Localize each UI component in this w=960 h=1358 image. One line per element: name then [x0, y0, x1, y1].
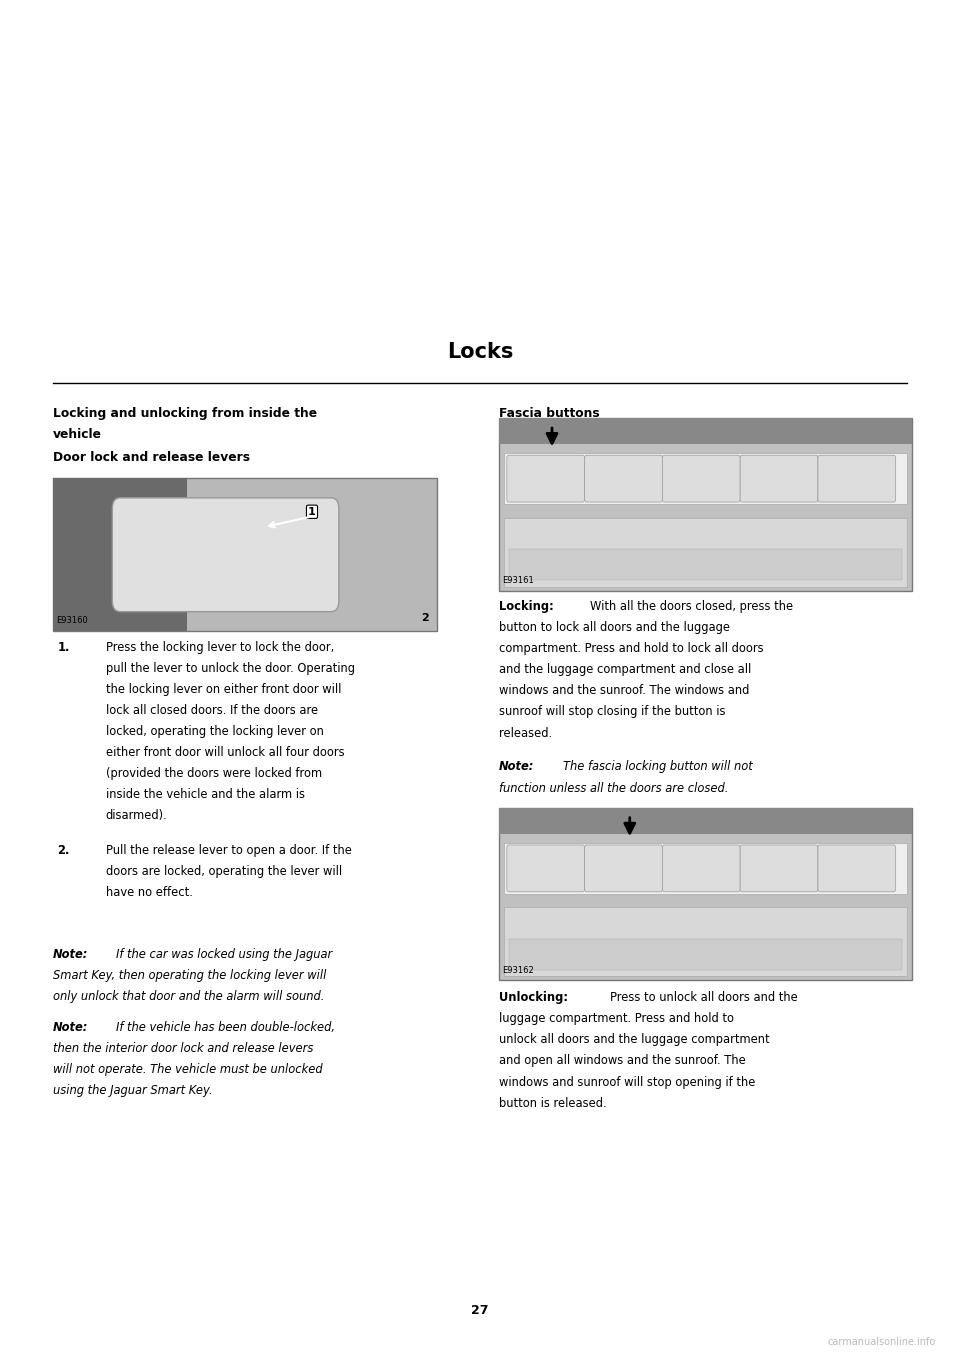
Text: the locking lever on either front door will: the locking lever on either front door w…	[106, 683, 341, 697]
Text: released.: released.	[499, 727, 552, 740]
FancyBboxPatch shape	[509, 938, 902, 970]
Text: vehicle: vehicle	[53, 429, 102, 441]
Text: (provided the doors were locked from: (provided the doors were locked from	[106, 767, 322, 781]
Text: Locks: Locks	[446, 342, 514, 363]
Text: Smart Key, then operating the locking lever will: Smart Key, then operating the locking le…	[53, 970, 326, 982]
Text: and the luggage compartment and close all: and the luggage compartment and close al…	[499, 663, 752, 676]
Text: E93162: E93162	[502, 966, 534, 975]
Text: doors are locked, operating the lever will: doors are locked, operating the lever wi…	[106, 865, 342, 879]
Text: luggage compartment. Press and hold to: luggage compartment. Press and hold to	[499, 1013, 734, 1025]
Text: compartment. Press and hold to lock all doors: compartment. Press and hold to lock all …	[499, 642, 764, 656]
Text: unlock all doors and the luggage compartment: unlock all doors and the luggage compart…	[499, 1033, 770, 1047]
FancyBboxPatch shape	[509, 549, 902, 580]
FancyBboxPatch shape	[499, 808, 912, 980]
FancyBboxPatch shape	[740, 455, 818, 502]
Text: 1: 1	[308, 507, 316, 517]
Text: sunroof will stop closing if the button is: sunroof will stop closing if the button …	[499, 706, 726, 718]
FancyBboxPatch shape	[504, 517, 907, 587]
Text: E93160: E93160	[56, 615, 87, 625]
Text: Fascia buttons: Fascia buttons	[499, 407, 600, 421]
Text: disarmed).: disarmed).	[106, 809, 167, 823]
FancyBboxPatch shape	[53, 478, 437, 631]
Text: E93161: E93161	[502, 576, 534, 585]
FancyBboxPatch shape	[818, 845, 896, 892]
Text: Door lock and release levers: Door lock and release levers	[53, 451, 250, 464]
FancyBboxPatch shape	[662, 845, 740, 892]
Text: have no effect.: have no effect.	[106, 885, 192, 899]
Text: If the vehicle has been double-locked,: If the vehicle has been double-locked,	[116, 1021, 335, 1035]
FancyBboxPatch shape	[740, 845, 818, 892]
Text: then the interior door lock and release levers: then the interior door lock and release …	[53, 1043, 313, 1055]
Text: 2: 2	[421, 614, 429, 623]
Text: using the Jaguar Smart Key.: using the Jaguar Smart Key.	[53, 1084, 212, 1097]
Text: 2.: 2.	[58, 843, 70, 857]
Text: Unlocking:: Unlocking:	[499, 991, 568, 1005]
FancyBboxPatch shape	[662, 455, 740, 502]
Text: Note:: Note:	[53, 948, 88, 961]
FancyBboxPatch shape	[499, 418, 912, 591]
Text: If the car was locked using the Jaguar: If the car was locked using the Jaguar	[116, 948, 332, 961]
FancyBboxPatch shape	[818, 455, 896, 502]
Text: Locking:: Locking:	[499, 600, 554, 614]
Text: Note:: Note:	[53, 1021, 88, 1035]
FancyBboxPatch shape	[507, 455, 585, 502]
Text: function unless all the doors are closed.: function unless all the doors are closed…	[499, 782, 729, 794]
Text: pull the lever to unlock the door. Operating: pull the lever to unlock the door. Opera…	[106, 661, 354, 675]
Text: carmanualsonline.info: carmanualsonline.info	[828, 1338, 936, 1347]
FancyBboxPatch shape	[112, 498, 339, 611]
Text: Locking and unlocking from inside the: Locking and unlocking from inside the	[53, 407, 317, 421]
Text: 27: 27	[471, 1304, 489, 1317]
FancyBboxPatch shape	[585, 455, 662, 502]
Text: Press to unlock all doors and the: Press to unlock all doors and the	[610, 991, 798, 1005]
Text: windows and the sunroof. The windows and: windows and the sunroof. The windows and	[499, 684, 750, 698]
Text: button is released.: button is released.	[499, 1097, 607, 1109]
Text: Note:: Note:	[499, 760, 535, 774]
Text: Press the locking lever to lock the door,: Press the locking lever to lock the door…	[106, 641, 334, 655]
FancyBboxPatch shape	[53, 478, 187, 631]
FancyBboxPatch shape	[504, 842, 907, 894]
FancyBboxPatch shape	[504, 452, 907, 505]
FancyBboxPatch shape	[504, 907, 907, 976]
Text: 1.: 1.	[58, 641, 70, 655]
Text: Pull the release lever to open a door. If the: Pull the release lever to open a door. I…	[106, 843, 351, 857]
Text: lock all closed doors. If the doors are: lock all closed doors. If the doors are	[106, 703, 318, 717]
Text: windows and sunroof will stop opening if the: windows and sunroof will stop opening if…	[499, 1076, 756, 1089]
Text: and open all windows and the sunroof. The: and open all windows and the sunroof. Th…	[499, 1054, 746, 1067]
Text: With all the doors closed, press the: With all the doors closed, press the	[590, 600, 794, 614]
Text: locked, operating the locking lever on: locked, operating the locking lever on	[106, 725, 324, 739]
FancyBboxPatch shape	[499, 808, 912, 834]
Text: button to lock all doors and the luggage: button to lock all doors and the luggage	[499, 621, 731, 634]
FancyBboxPatch shape	[499, 418, 912, 444]
Text: The fascia locking button will not: The fascia locking button will not	[563, 760, 753, 774]
FancyBboxPatch shape	[507, 845, 585, 892]
Text: only unlock that door and the alarm will sound.: only unlock that door and the alarm will…	[53, 990, 324, 1004]
Text: will not operate. The vehicle must be unlocked: will not operate. The vehicle must be un…	[53, 1063, 323, 1077]
FancyBboxPatch shape	[585, 845, 662, 892]
Text: inside the vehicle and the alarm is: inside the vehicle and the alarm is	[106, 788, 304, 801]
Text: either front door will unlock all four doors: either front door will unlock all four d…	[106, 747, 345, 759]
